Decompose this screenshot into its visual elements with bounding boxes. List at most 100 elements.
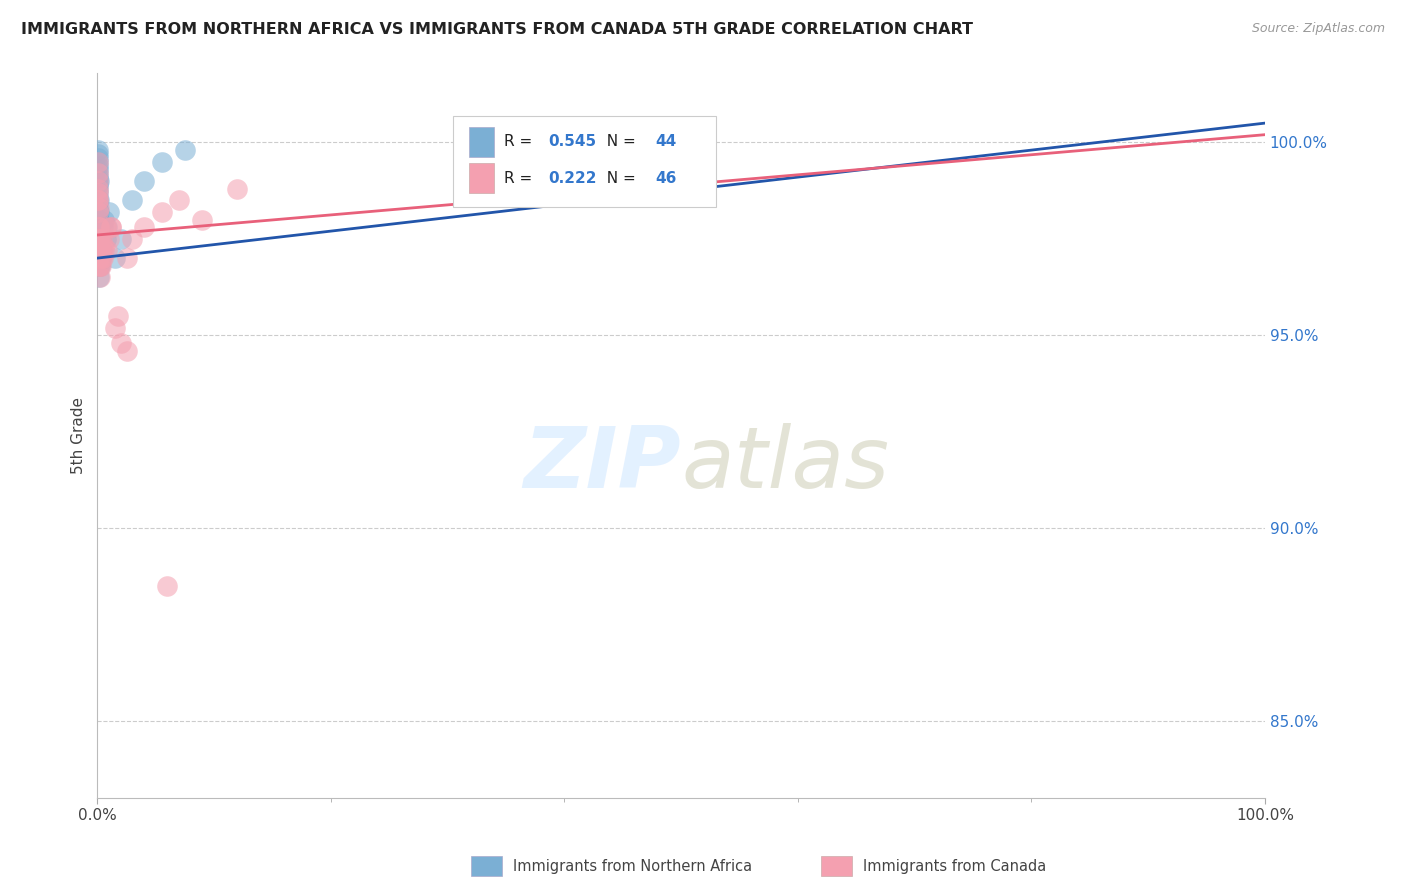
Point — [94, 220, 117, 235]
Text: ZIP: ZIP — [523, 423, 681, 506]
Point — [87, 232, 110, 246]
Text: Immigrants from Northern Africa: Immigrants from Northern Africa — [513, 859, 752, 873]
Point — [87, 182, 110, 196]
Point — [89, 232, 111, 246]
Point — [87, 151, 110, 165]
Point — [89, 259, 111, 273]
Point — [89, 270, 111, 285]
Point — [87, 244, 110, 258]
Point — [86, 143, 108, 157]
Point — [87, 162, 110, 177]
Text: Immigrants from Canada: Immigrants from Canada — [863, 859, 1046, 873]
Point — [89, 251, 111, 265]
Point — [156, 579, 179, 593]
Point — [132, 220, 155, 235]
Point — [132, 174, 155, 188]
Point — [87, 174, 110, 188]
Point — [91, 251, 114, 265]
Point — [86, 166, 108, 180]
Point — [121, 232, 143, 246]
Point — [90, 232, 112, 246]
Text: 44: 44 — [655, 135, 676, 149]
Point — [89, 239, 111, 253]
Point — [89, 259, 111, 273]
Point — [91, 220, 114, 235]
Text: Source: ZipAtlas.com: Source: ZipAtlas.com — [1251, 22, 1385, 36]
FancyBboxPatch shape — [468, 127, 495, 157]
Point — [87, 201, 110, 215]
Point — [98, 232, 121, 246]
Point — [91, 251, 114, 265]
Point — [87, 194, 110, 208]
Point — [87, 147, 110, 161]
Point — [121, 194, 143, 208]
Point — [87, 201, 110, 215]
Point — [150, 204, 173, 219]
Point — [89, 235, 111, 250]
Point — [100, 220, 122, 235]
Point — [91, 244, 114, 258]
Text: 46: 46 — [655, 170, 676, 186]
Point — [115, 251, 138, 265]
Point — [87, 227, 110, 242]
Point — [167, 194, 190, 208]
Point — [104, 251, 127, 265]
Point — [90, 244, 112, 258]
Point — [93, 212, 115, 227]
Point — [87, 194, 110, 208]
Text: R =: R = — [503, 170, 537, 186]
Point — [87, 232, 110, 246]
Text: atlas: atlas — [681, 423, 889, 506]
Point — [86, 154, 108, 169]
Point — [87, 239, 110, 253]
Text: 0.222: 0.222 — [548, 170, 596, 186]
Text: IMMIGRANTS FROM NORTHERN AFRICA VS IMMIGRANTS FROM CANADA 5TH GRADE CORRELATION : IMMIGRANTS FROM NORTHERN AFRICA VS IMMIG… — [21, 22, 973, 37]
Point — [87, 212, 110, 227]
FancyBboxPatch shape — [468, 163, 495, 194]
Point — [86, 154, 108, 169]
Point — [191, 212, 214, 227]
Point — [89, 244, 111, 258]
Point — [89, 270, 111, 285]
Point — [87, 220, 110, 235]
Point — [87, 166, 110, 180]
Point — [87, 244, 110, 258]
Point — [87, 174, 110, 188]
Point — [87, 194, 110, 208]
Point — [174, 143, 197, 157]
Point — [90, 251, 112, 265]
Point — [87, 170, 110, 185]
Text: N =: N = — [598, 170, 641, 186]
Text: 0.545: 0.545 — [548, 135, 596, 149]
Point — [87, 178, 110, 192]
Point — [87, 204, 110, 219]
Point — [89, 251, 111, 265]
Point — [87, 186, 110, 200]
Point — [93, 239, 115, 253]
Y-axis label: 5th Grade: 5th Grade — [72, 397, 86, 474]
Point — [87, 220, 110, 235]
Point — [91, 232, 114, 246]
Point — [89, 259, 111, 273]
Point — [94, 232, 117, 246]
Point — [87, 194, 110, 208]
Point — [90, 259, 112, 273]
Point — [104, 320, 127, 334]
FancyBboxPatch shape — [454, 117, 716, 207]
Point — [96, 244, 118, 258]
Text: N =: N = — [598, 135, 641, 149]
Point — [110, 335, 132, 350]
Point — [87, 159, 110, 173]
Point — [87, 186, 110, 200]
Point — [98, 204, 121, 219]
Point — [96, 220, 118, 235]
Point — [87, 251, 110, 265]
Text: R =: R = — [503, 135, 537, 149]
Point — [93, 244, 115, 258]
Point — [87, 232, 110, 246]
Point — [89, 220, 111, 235]
Point — [115, 343, 138, 358]
Point — [100, 220, 122, 235]
Point — [226, 182, 249, 196]
Point — [150, 154, 173, 169]
